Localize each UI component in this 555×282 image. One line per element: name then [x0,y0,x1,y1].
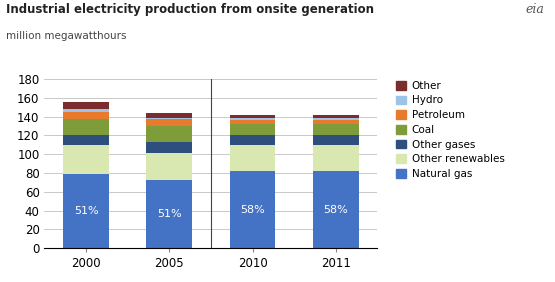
Bar [63,145,109,174]
Text: million megawatthours: million megawatthours [6,31,126,41]
Bar [147,113,192,118]
Bar [313,118,359,120]
Bar [63,174,109,248]
Bar [230,171,275,248]
Bar [313,124,359,135]
Bar [147,126,192,142]
Bar [230,120,275,124]
Text: 51%: 51% [157,209,181,219]
Text: eia: eia [525,3,544,16]
Bar [147,180,192,248]
Bar [313,120,359,124]
Bar [63,112,109,119]
Bar [313,171,359,248]
Text: 58%: 58% [324,205,348,215]
Bar [230,124,275,135]
Bar [230,145,275,171]
Bar [147,119,192,126]
Bar [147,153,192,180]
Bar [63,135,109,145]
Text: 58%: 58% [240,205,265,215]
Bar [230,118,275,120]
Bar [313,115,359,118]
Text: Industrial electricity production from onsite generation: Industrial electricity production from o… [6,3,374,16]
Legend: Other, Hydro, Petroleum, Coal, Other gases, Other renewables, Natural gas: Other, Hydro, Petroleum, Coal, Other gas… [396,81,504,179]
Bar [147,142,192,153]
Bar [147,118,192,119]
Text: 51%: 51% [74,206,98,216]
Bar [63,109,109,112]
Bar [63,119,109,135]
Bar [63,102,109,109]
Bar [230,115,275,118]
Bar [313,135,359,145]
Bar [230,135,275,145]
Bar [313,145,359,171]
